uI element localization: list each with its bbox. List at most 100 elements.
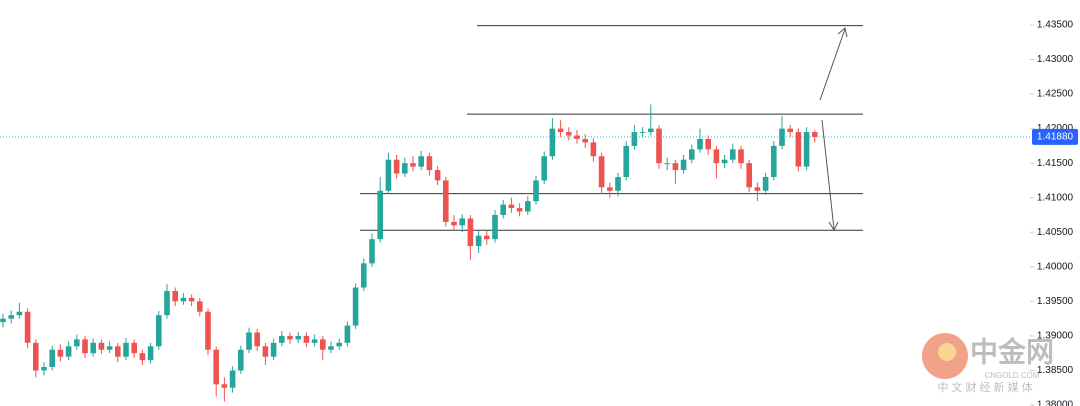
candle-body — [762, 176, 769, 191]
candle-body — [197, 301, 203, 312]
candle-body — [41, 367, 47, 371]
candle-body — [533, 180, 539, 202]
candle-body — [434, 170, 441, 181]
candle-body — [205, 311, 211, 350]
candle-body — [188, 297, 195, 302]
candle-body — [590, 142, 597, 157]
y-tick-label: 1.38500 — [1037, 365, 1074, 376]
y-tick-label: 1.41500 — [1037, 158, 1074, 169]
candle-body — [131, 342, 137, 354]
y-tick-label: 1.40000 — [1037, 261, 1074, 272]
candle-body — [623, 145, 629, 177]
candle-body — [639, 132, 646, 134]
candle-body — [475, 235, 482, 247]
candle-body — [631, 132, 638, 146]
candle-body — [254, 332, 260, 347]
candle-body — [65, 346, 72, 357]
candle-body — [336, 342, 342, 347]
candle-body — [549, 128, 556, 157]
candle-body — [418, 156, 424, 167]
candle-body — [24, 311, 31, 343]
candle-body — [746, 163, 752, 188]
candle-body — [402, 163, 408, 174]
candle-body — [508, 204, 515, 209]
y-tick-label: 1.41000 — [1037, 192, 1074, 203]
watermark: 中金网 CNGOLD.COM 中 文 财 经 新 媒 体 — [922, 333, 1054, 394]
last-price-label: 1.41880 — [1037, 132, 1074, 143]
candle-body — [180, 297, 187, 302]
y-tick-label: 1.39500 — [1037, 296, 1074, 307]
candle-body — [352, 287, 359, 326]
candle-body — [582, 138, 588, 143]
candle-body — [689, 149, 695, 160]
candle-body — [156, 315, 162, 347]
candle-body — [270, 342, 277, 357]
candle-body — [74, 339, 80, 347]
candle-body — [98, 342, 105, 350]
candle-body — [492, 214, 498, 240]
candle-body — [213, 349, 219, 385]
candle-body — [115, 346, 121, 357]
candle-body — [49, 349, 55, 368]
candle-body — [295, 335, 301, 340]
candle-body — [123, 342, 129, 357]
candle-body — [615, 176, 621, 191]
y-tick-label: 1.39000 — [1037, 331, 1074, 342]
candle-body — [607, 187, 613, 191]
candle-body — [697, 138, 703, 150]
candle-body — [246, 332, 252, 350]
candle-body — [262, 346, 269, 357]
candle-body — [525, 201, 531, 212]
candle-body — [0, 318, 6, 323]
candle-body — [812, 132, 818, 137]
candle-body — [369, 239, 375, 264]
last-price-box — [1032, 128, 1078, 145]
arrows — [819, 27, 848, 232]
candle-body — [8, 315, 14, 319]
candle-body — [598, 156, 605, 188]
candle-body — [795, 132, 802, 167]
candle-body — [33, 342, 39, 371]
candle-body — [57, 349, 64, 357]
candle-body — [385, 159, 392, 191]
candle-body — [672, 163, 679, 171]
candle-body — [500, 204, 506, 215]
candle-body — [557, 128, 564, 133]
watermark-slogan: 中 文 财 经 新 媒 体 — [937, 380, 1032, 394]
candle-body — [221, 384, 228, 388]
y-tick-label: 1.43000 — [1037, 54, 1074, 65]
candle-body — [90, 342, 96, 354]
candle-body — [451, 221, 457, 226]
candle-body — [467, 218, 474, 247]
candle-body — [721, 159, 728, 164]
candle-body — [139, 353, 146, 361]
candle-body — [279, 335, 285, 343]
candle-body — [361, 263, 367, 288]
candle-body — [656, 128, 662, 164]
y-tick-label: 1.42000 — [1037, 123, 1074, 134]
candle-body — [574, 135, 580, 139]
arrow-up — [819, 28, 846, 101]
candle-body — [754, 187, 761, 191]
candle-body — [803, 132, 810, 167]
candle-body — [484, 235, 490, 240]
candle-body — [393, 159, 400, 174]
candle-body — [311, 339, 318, 343]
candle-body — [229, 370, 236, 388]
watermark-site: CNGOLD.COM — [984, 371, 1039, 380]
candle-body — [771, 145, 777, 177]
watermark-name: 中金网 — [970, 335, 1054, 367]
candle-body — [426, 156, 433, 171]
candle-body — [459, 218, 465, 226]
logo-inner — [938, 343, 956, 361]
candle-body — [443, 180, 449, 222]
candle-body — [16, 311, 23, 316]
candle-body — [516, 208, 523, 212]
candle-body — [680, 159, 687, 171]
candle-body — [738, 149, 744, 164]
candle-body — [713, 149, 720, 164]
candle-body — [779, 128, 785, 146]
candle-body — [320, 339, 326, 350]
candle-body — [377, 190, 383, 240]
candle-body — [172, 291, 178, 302]
